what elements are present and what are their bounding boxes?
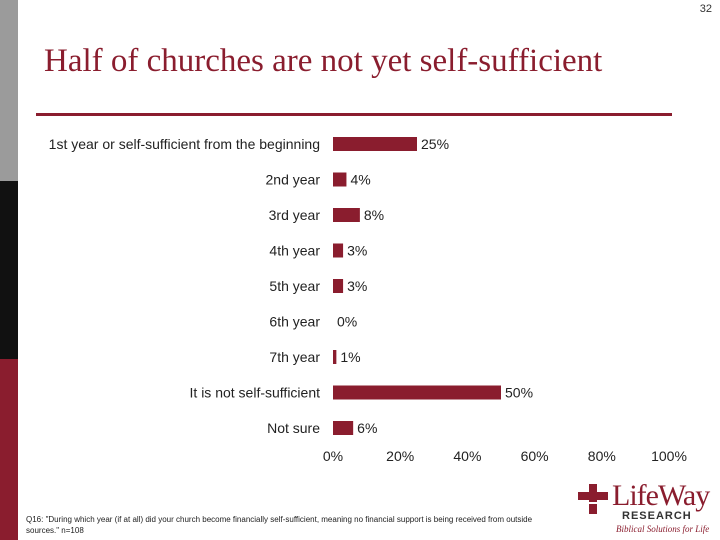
value-label: 1% (340, 349, 360, 365)
category-label: 6th year (269, 314, 320, 330)
x-tick-label: 20% (386, 448, 414, 464)
value-label: 50% (505, 385, 533, 401)
x-tick-label: 80% (588, 448, 616, 464)
bar (333, 279, 344, 293)
value-label: 25% (421, 136, 449, 152)
bar (333, 350, 337, 364)
bar (333, 172, 347, 187)
slide-title: Half of churches are not yet self-suffic… (44, 43, 603, 79)
lifeway-logo: LifeWay RESEARCH Biblical Solutions for … (576, 480, 714, 538)
value-label: 0% (337, 314, 357, 330)
value-label: 4% (350, 172, 370, 188)
page-number: 32 (699, 3, 712, 15)
x-tick-label: 0% (323, 448, 343, 464)
title-underline (36, 113, 672, 116)
x-tick-label: 100% (651, 448, 687, 464)
logo-tagline: Biblical Solutions for Life (616, 524, 710, 534)
value-label: 8% (364, 207, 384, 223)
value-label: 3% (347, 278, 367, 294)
category-label: 1st year or self-sufficient from the beg… (49, 136, 320, 152)
logo-research: RESEARCH (622, 510, 692, 522)
x-tick-label: 40% (453, 448, 481, 464)
bar-chart: 1st year or self-sufficient from the beg… (49, 136, 687, 464)
value-label: 3% (347, 243, 367, 259)
bar (333, 243, 344, 258)
value-label: 6% (357, 420, 377, 436)
category-label: 4th year (269, 243, 320, 259)
category-label: 5th year (269, 278, 320, 294)
bar (333, 421, 354, 435)
bar (333, 137, 417, 151)
side-accent-black (0, 181, 18, 359)
category-label: 2nd year (266, 172, 321, 188)
bar (333, 208, 360, 222)
cross-icon (578, 484, 608, 514)
footnote: Q16: "During which year (if at all) did … (26, 515, 533, 535)
category-label: 3rd year (269, 207, 321, 223)
side-accent-red (0, 359, 18, 540)
x-tick-label: 60% (521, 448, 549, 464)
logo-name: LifeWay (612, 479, 710, 512)
category-label: It is not self-sufficient (190, 385, 321, 401)
category-label: Not sure (267, 420, 320, 436)
category-label: 7th year (269, 349, 320, 365)
bar (333, 385, 501, 400)
side-accent-gray (0, 0, 18, 181)
